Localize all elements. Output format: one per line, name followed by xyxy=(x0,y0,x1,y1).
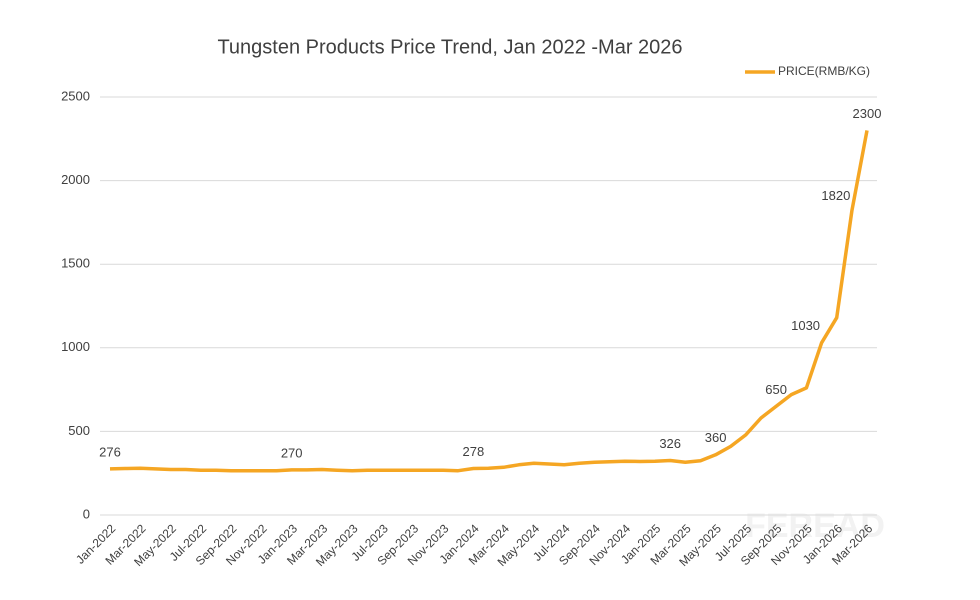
y-tick-label: 500 xyxy=(68,423,90,438)
y-tick-label: 1000 xyxy=(61,339,90,354)
data-label: 2300 xyxy=(853,106,882,121)
y-tick-label: 2500 xyxy=(61,88,90,103)
data-label: 276 xyxy=(99,444,121,459)
chart-title: Tungsten Products Price Trend, Jan 2022 … xyxy=(217,36,682,58)
data-label: 278 xyxy=(463,444,485,459)
y-tick-label: 1500 xyxy=(61,256,90,271)
legend-label: PRICE(RMB/KG) xyxy=(778,64,870,78)
price-line xyxy=(109,130,869,473)
watermark: FEREAD xyxy=(745,507,885,545)
data-label: 1030 xyxy=(791,318,820,333)
y-tick-label: 0 xyxy=(83,506,90,521)
y-tick-label: 2000 xyxy=(61,172,90,187)
data-label: 360 xyxy=(705,430,727,445)
data-label: 650 xyxy=(765,382,787,397)
data-label: 270 xyxy=(281,445,303,460)
data-label: 1820 xyxy=(821,188,850,203)
data-label: 326 xyxy=(659,436,681,451)
